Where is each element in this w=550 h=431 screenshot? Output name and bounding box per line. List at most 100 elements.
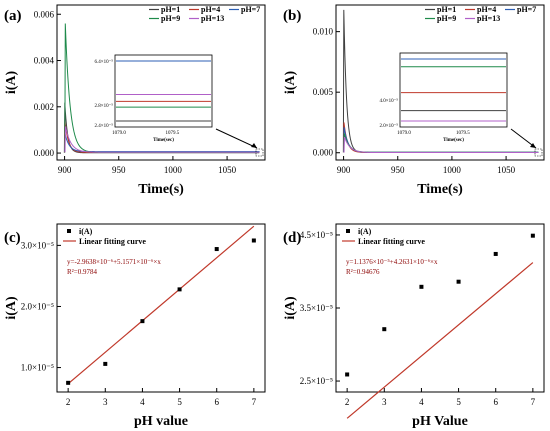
inset-x-tick-label: 1079.0: [112, 131, 126, 136]
y-axis-label: i(A): [283, 71, 298, 95]
legend-entry: pH=4: [477, 5, 496, 14]
legend-entry: pH=1: [437, 5, 456, 14]
curves: [342, 9, 539, 154]
legend-entry: pH=9: [161, 14, 180, 23]
x-tick-label: 6: [493, 397, 498, 407]
legend-entry: pH=9: [437, 14, 456, 23]
inset: 2.4×10⁻⁵ 2.8×10⁻⁵ 6.4×10⁻⁵ 1079.0 1079.5 Time…: [95, 54, 213, 143]
y-tick-label: 3.0×10⁻⁵: [21, 240, 54, 250]
legend-entry: pH=7: [517, 5, 536, 14]
x-axis-label: pH Value: [412, 414, 468, 429]
legend-entry: pH=13: [201, 14, 224, 23]
x-tick-label: 1050: [497, 165, 516, 175]
chart-b: (b) Time(s) i(A) 900 950 1000 1050 0.000 0.005 0.…: [283, 4, 545, 197]
data-point: [419, 284, 424, 289]
inset-x-tick-label: 1079.5: [456, 131, 470, 136]
data-point: [66, 380, 71, 385]
series-curve-pH=7: [343, 127, 539, 153]
legend-entry: pH=1: [161, 5, 180, 14]
inset-pointer-arrowhead: [251, 143, 257, 148]
legend-entry: Linear fitting curve: [79, 237, 146, 246]
x-tick-label: 900: [337, 165, 351, 175]
zoom-region-marker: [255, 148, 264, 157]
x-axis-label: Time(s): [417, 182, 463, 197]
y-tick-label: 0.010: [313, 27, 334, 37]
data-point: [103, 361, 108, 366]
x-tick-label: 7: [531, 397, 536, 407]
y-tick-label: 2.5×10⁻⁵: [300, 376, 333, 386]
legend-entry: pH=13: [477, 14, 500, 23]
y-tick-label: 1.0×10⁻⁵: [21, 363, 54, 373]
chart-c: (c) pH value i(A) 2 3 4 5 6 7 1.0×10⁻⁵ 2.0×10⁻⁵ 3.0…: [4, 223, 266, 429]
fit-equation: y=-2.9638×10⁻⁶+5.1571×10⁻⁶×x: [67, 258, 161, 266]
inset-x-label: Time(sec): [153, 138, 174, 143]
legend-marker: [67, 229, 71, 233]
inset-y-tick-label: 2.0×10⁻⁵: [380, 123, 399, 129]
data-point: [456, 279, 461, 284]
inset-y-tick-label: 4.0×10⁻⁵: [380, 98, 399, 104]
curves: [63, 23, 260, 154]
data-point: [345, 372, 350, 377]
x-tick-label: 3: [382, 397, 387, 407]
data-point: [140, 319, 145, 324]
y-axis-label: i(A): [4, 71, 19, 95]
series-curve-pH=13: [64, 126, 260, 153]
y-tick-label: 0.002: [34, 102, 54, 112]
y-tick-label: 2.0×10⁻⁵: [21, 301, 54, 311]
legend-entry: i(A): [79, 227, 93, 236]
fit-equation: y=1.1376×10⁻⁵+4.2631×10⁻⁶×x: [346, 258, 438, 266]
x-tick-label: 7: [252, 397, 257, 407]
x-tick-label: 950: [391, 165, 405, 175]
y-tick-label: 0.006: [34, 9, 55, 19]
y-tick-label: 0.000: [313, 148, 334, 158]
x-tick-label: 900: [58, 165, 72, 175]
x-tick-label: 2: [345, 397, 350, 407]
legend-entry: pH=7: [241, 5, 260, 14]
data-point: [251, 238, 256, 243]
inset-y-tick-label: 6.4×10⁻⁵: [95, 59, 114, 65]
x-tick-label: 4: [419, 397, 424, 407]
data-point: [493, 251, 498, 256]
data-point: [382, 327, 387, 332]
x-tick-label: 1050: [218, 165, 237, 175]
fit-line: [67, 225, 255, 385]
fit-r-squared: R²=0.9784: [67, 268, 97, 276]
y-tick-label: 4.5×10⁻⁵: [300, 230, 333, 240]
x-tick-label: 2: [66, 397, 71, 407]
panel-label: (d): [283, 230, 301, 246]
y-tick-label: 0.004: [34, 56, 55, 66]
y-axis-label: i(A): [4, 296, 19, 320]
inset-x-tick-label: 1079.0: [397, 131, 411, 136]
legend-marker: [346, 229, 350, 233]
y-axis-label: i(A): [283, 296, 298, 320]
x-tick-label: 950: [112, 165, 126, 175]
series-curve-pH=13: [343, 136, 539, 154]
chart-a: (a) Time(s) i(A) 900 950 1000 1050 0.000 0.002 0.…: [4, 4, 266, 197]
inset-x-tick-label: 1079.5: [165, 131, 179, 136]
series-curve-pH=7: [64, 133, 260, 153]
fit-line: [346, 262, 534, 419]
inset-y-tick-label: 2.4×10⁻⁵: [95, 123, 114, 129]
chart-d: (d) pH Value i(A) 2 3 4 5 6 7 2.5×10⁻⁵ 3.5×10⁻⁵ 4.5…: [283, 223, 545, 429]
legend-entry: pH=4: [201, 5, 220, 14]
inset-pointer-arrow: [215, 128, 258, 149]
panel-label: (a): [4, 8, 22, 24]
y-tick-label: 3.5×10⁻⁵: [300, 303, 333, 313]
plot-frame: [56, 223, 266, 393]
y-tick-label: 0.000: [34, 148, 55, 158]
zoom-region-marker: [534, 148, 543, 157]
plot-frame: [335, 223, 545, 393]
fit-r-squared: R²=0.94676: [346, 268, 380, 276]
x-axis-label: Time(s): [138, 182, 184, 197]
x-tick-label: 5: [456, 397, 461, 407]
plot-frame: [56, 4, 266, 161]
data-point: [214, 247, 219, 252]
x-tick-label: 1000: [164, 165, 183, 175]
panel-label: (b): [283, 8, 301, 24]
x-tick-label: 6: [214, 397, 219, 407]
x-axis-label: pH value: [134, 414, 188, 429]
y-tick-label: 0.005: [313, 87, 334, 97]
x-tick-label: 3: [103, 397, 108, 407]
x-tick-label: 5: [177, 397, 182, 407]
